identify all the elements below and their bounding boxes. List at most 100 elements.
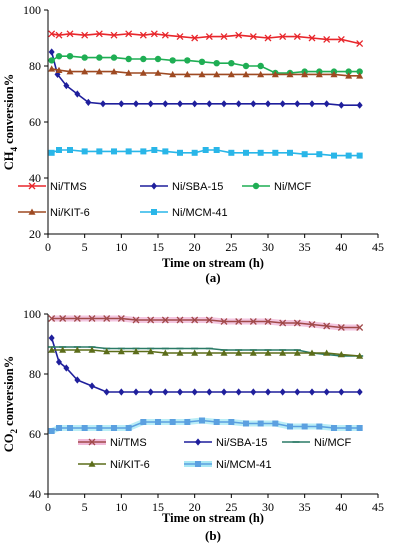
data-point xyxy=(56,358,62,366)
data-point xyxy=(81,31,89,39)
data-point xyxy=(191,388,198,396)
data-point xyxy=(243,149,249,156)
data-point xyxy=(316,151,323,158)
data-point xyxy=(345,425,352,431)
data-point xyxy=(154,55,162,63)
data-point xyxy=(243,420,249,427)
legend-item: Ni/KIT-6 xyxy=(78,459,150,471)
data-point xyxy=(331,425,337,431)
series-ni-tms xyxy=(48,315,364,331)
data-point xyxy=(55,66,63,73)
data-point xyxy=(59,315,67,322)
data-point xyxy=(96,425,103,431)
data-point xyxy=(293,33,301,41)
data-point xyxy=(286,70,294,78)
data-point xyxy=(279,100,286,108)
data-point xyxy=(356,72,364,79)
data-point xyxy=(125,425,132,431)
data-point xyxy=(147,316,155,324)
data-point xyxy=(111,148,117,155)
data-point xyxy=(176,316,184,324)
data-point xyxy=(338,388,345,396)
y-tick-label: 20 xyxy=(29,227,41,241)
series-ni-sba-15 xyxy=(48,48,363,109)
data-point xyxy=(337,351,345,358)
data-point xyxy=(81,54,88,61)
data-point xyxy=(301,423,308,430)
series-ni-sba-15 xyxy=(48,334,363,396)
data-point xyxy=(147,100,154,108)
data-point xyxy=(147,388,154,396)
data-point xyxy=(154,69,162,76)
data-point xyxy=(293,319,301,327)
x-tick-label: 5 xyxy=(82,500,88,514)
data-point xyxy=(140,148,147,155)
y-tick-label: 100 xyxy=(23,3,41,17)
data-point xyxy=(162,388,169,396)
data-point xyxy=(235,318,243,325)
data-point xyxy=(309,388,315,396)
data-point xyxy=(184,57,191,64)
data-point xyxy=(110,31,118,39)
y-axis-label: CO2 conversion% xyxy=(2,356,19,453)
panel-label: (a) xyxy=(205,270,220,285)
x-tick-label: 45 xyxy=(372,240,384,254)
series-ni-mcf xyxy=(48,346,364,357)
legend-label: Ni/KIT-6 xyxy=(110,459,150,471)
data-point xyxy=(111,425,117,431)
data-point xyxy=(88,315,96,322)
series-line xyxy=(51,349,360,357)
data-point xyxy=(81,148,88,155)
data-point xyxy=(287,149,293,156)
legend-item: Ni/MCM-41 xyxy=(140,207,228,219)
data-point xyxy=(184,419,191,425)
y-tick-label: 40 xyxy=(29,171,41,185)
data-point xyxy=(249,318,257,325)
legend-marker xyxy=(151,182,157,190)
data-point xyxy=(63,364,70,372)
data-point xyxy=(125,30,133,38)
x-tick-label: 40 xyxy=(335,500,347,514)
data-point xyxy=(250,100,257,108)
data-point xyxy=(272,149,279,156)
x-tick-label: 30 xyxy=(262,240,274,254)
data-point xyxy=(169,57,176,64)
y-axis-label: CH4 conversion% xyxy=(2,74,19,171)
data-point xyxy=(308,321,316,328)
data-point xyxy=(56,147,62,153)
x-tick-label: 40 xyxy=(335,240,347,254)
legend-item: Ni/MCF xyxy=(282,437,352,449)
data-point xyxy=(272,420,279,427)
data-point xyxy=(279,319,287,327)
legend: Ni/TMS Ni/SBA-15 Ni/MCF Ni/KIT-6 Ni/MCM-41 xyxy=(18,181,312,219)
data-point xyxy=(162,148,169,155)
y-tick-label: 60 xyxy=(29,115,41,129)
data-point xyxy=(265,100,271,108)
data-point xyxy=(100,100,106,108)
data-point xyxy=(67,425,73,431)
series-ni-kit-6 xyxy=(48,65,364,79)
x-axis-label: Time on stream (h) xyxy=(162,256,264,270)
data-point xyxy=(228,419,235,425)
data-point xyxy=(345,68,352,75)
x-tick-label: 45 xyxy=(372,500,384,514)
data-point xyxy=(206,388,213,396)
series-ni-mcm-41 xyxy=(48,147,363,159)
data-point xyxy=(264,34,272,42)
y-tick-label: 40 xyxy=(29,487,41,501)
legend-item: Ni/TMS xyxy=(18,181,87,193)
legend-marker xyxy=(88,438,96,446)
data-point xyxy=(125,148,132,155)
data-point xyxy=(191,149,198,156)
data-point xyxy=(81,425,88,431)
data-point xyxy=(199,417,205,424)
data-point xyxy=(294,388,301,396)
series-ni-kit-6 xyxy=(48,346,364,359)
data-point xyxy=(315,70,323,78)
data-point xyxy=(331,152,337,159)
legend-item: Ni/KIT-6 xyxy=(18,207,90,219)
data-point xyxy=(323,388,330,396)
legend-marker xyxy=(195,461,201,467)
data-point xyxy=(345,152,352,159)
